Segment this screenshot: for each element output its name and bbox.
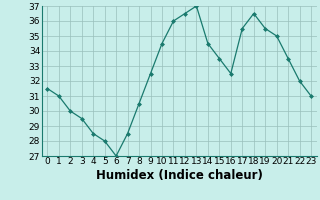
X-axis label: Humidex (Indice chaleur): Humidex (Indice chaleur) bbox=[96, 169, 263, 182]
